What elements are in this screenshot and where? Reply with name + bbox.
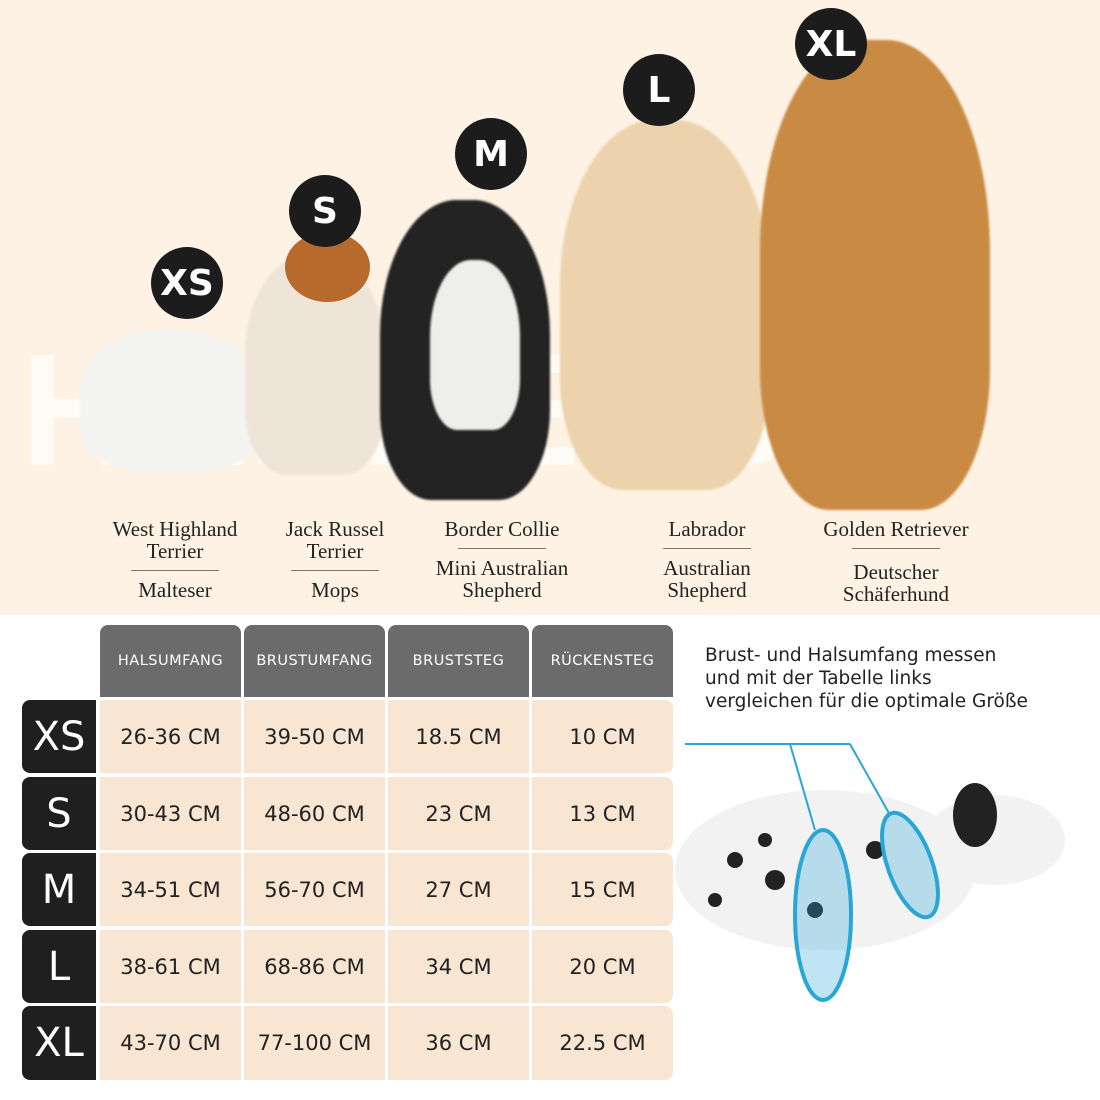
table-cell: 77-100 CM xyxy=(244,1006,385,1080)
size-badge-s: S xyxy=(289,175,361,247)
dog-ear xyxy=(953,783,997,847)
table-cell: 18.5 CM xyxy=(388,700,529,773)
measure-note: Brust- und Halsumfang messen und mit der… xyxy=(705,644,1095,713)
dalmatian-illustration xyxy=(675,743,1065,1002)
size-label-xl: XL xyxy=(22,1006,96,1080)
size-badge-xs: XS xyxy=(151,247,223,319)
dog-body xyxy=(675,790,975,950)
table-cell: 34-51 CM xyxy=(100,853,241,926)
size-label-m: M xyxy=(22,853,96,926)
table-cell: 56-70 CM xyxy=(244,853,385,926)
breed-label-xs: West Highland Terrier Malteser xyxy=(112,517,238,602)
chest-measure-ring xyxy=(793,828,853,1002)
measure-lines xyxy=(685,743,891,831)
table-cell: 22.5 CM xyxy=(532,1006,673,1080)
table-cell: 15 CM xyxy=(532,853,673,926)
breed-label-m: Border Collie Mini Australian Shepherd xyxy=(435,517,569,602)
table-cell: 38-61 CM xyxy=(100,930,241,1003)
table-cell: 10 CM xyxy=(532,700,673,773)
size-badge-l: L xyxy=(623,54,695,126)
header-bruststeg: BRUSTSTEG xyxy=(388,625,529,697)
table-cell: 34 CM xyxy=(388,930,529,1003)
table-cell: 20 CM xyxy=(532,930,673,1003)
table-cell: 48-60 CM xyxy=(244,777,385,850)
table-cell: 36 CM xyxy=(388,1006,529,1080)
header-halsumfang: HALSUMFANG xyxy=(100,625,241,697)
note-line: vergleichen für die optimale Größe xyxy=(705,691,1028,712)
neck-measure-ring xyxy=(880,810,940,920)
breed-label-l: Labrador Australian Shepherd xyxy=(663,517,751,602)
table-cell: 39-50 CM xyxy=(244,700,385,773)
note-line: Brust- und Halsumfang messen xyxy=(705,645,997,666)
dog-l-image xyxy=(560,120,770,490)
dog-xs-image xyxy=(80,330,260,470)
table-cell: 68-86 CM xyxy=(244,930,385,1003)
size-label-l: L xyxy=(22,930,96,1003)
table-cell: 26-36 CM xyxy=(100,700,241,773)
size-badge-m: M xyxy=(455,118,527,190)
size-badge-xl: XL xyxy=(795,8,867,80)
header-rueckensteg: RÜCKENSTEG xyxy=(532,625,673,697)
dog-spots xyxy=(708,833,884,918)
table-cell: 23 CM xyxy=(388,777,529,850)
dog-m-chest xyxy=(430,260,520,430)
table-cell: 43-70 CM xyxy=(100,1006,241,1080)
table-cell: 13 CM xyxy=(532,777,673,850)
breed-label-s: Jack Russel Terrier Mops xyxy=(285,517,385,602)
hero-section: HARNESS XS S M L XL West Highland Terrie… xyxy=(0,0,1100,615)
size-label-xs: XS xyxy=(22,700,96,773)
header-brustumfang: BRUSTUMFANG xyxy=(244,625,385,697)
breed-label-xl: Golden Retriever Deutscher Schäferhund xyxy=(823,517,969,606)
size-label-s: S xyxy=(22,777,96,850)
dog-xl-image xyxy=(760,40,990,510)
table-cell: 30-43 CM xyxy=(100,777,241,850)
note-line: und mit der Tabelle links xyxy=(705,668,932,689)
table-cell: 27 CM xyxy=(388,853,529,926)
